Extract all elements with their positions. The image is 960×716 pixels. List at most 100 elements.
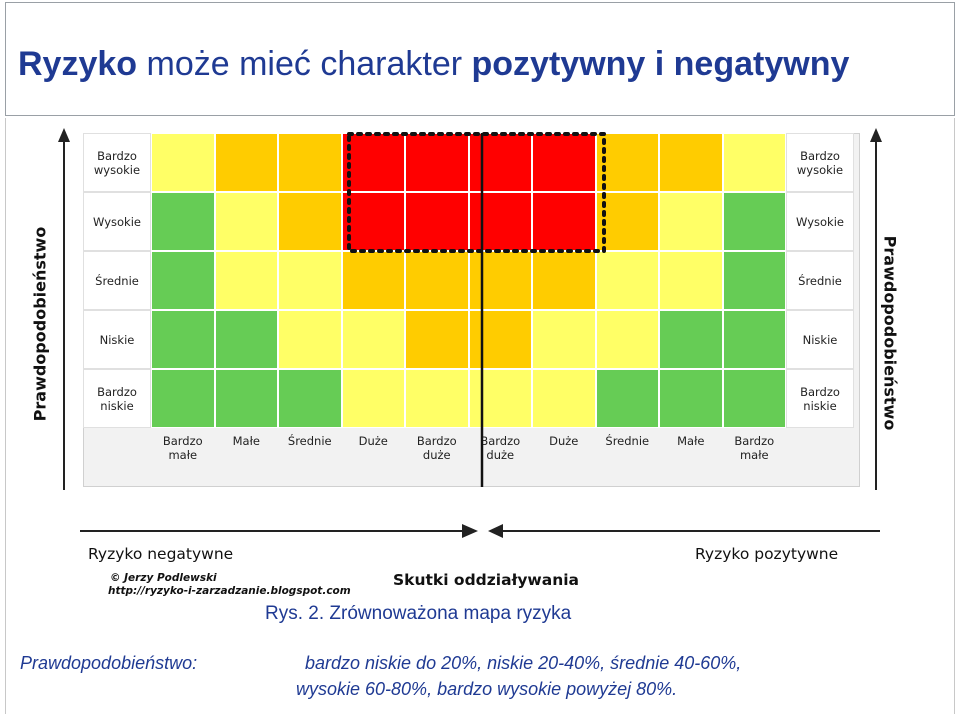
risk-cell (278, 251, 342, 310)
risk-cell (405, 192, 469, 251)
risk-cell (595, 133, 659, 192)
x-axis-label: Skutki oddziaływania (393, 571, 580, 589)
row-label-right: Niskie (802, 332, 838, 347)
risk-cell (405, 310, 469, 369)
right-y-axis-arrowhead (870, 128, 882, 142)
risk-cell (468, 369, 532, 428)
risk-cell (468, 192, 532, 251)
column-label: Średnie (287, 434, 332, 448)
risk-cell (722, 133, 786, 192)
title-box: Ryzyko może mieć charakter pozytywny i n… (5, 2, 955, 116)
slide-title: Ryzyko może mieć charakter pozytywny i n… (18, 45, 849, 84)
risk-cell (532, 310, 596, 369)
figure-caption: Rys. 2. Zrównoważona mapa ryzyka (265, 603, 572, 624)
description-label: Prawdopodobieństwo: (20, 653, 198, 673)
risk-cell (722, 310, 786, 369)
row-label-left: Niskie (99, 332, 135, 347)
row-label-right: Wysokie (796, 214, 844, 229)
column-label: Małe (677, 434, 705, 448)
label-cell (83, 133, 151, 192)
risk-cell (151, 133, 215, 192)
description-line-1: bardzo niskie do 20%, niskie 20-40%, śre… (305, 653, 742, 673)
title-part-3: pozytywny i negatywny (471, 45, 850, 83)
title-part-2: może mieć charakter (137, 45, 472, 83)
risk-cell (278, 369, 342, 428)
risk-cell (595, 310, 659, 369)
risk-cell (405, 369, 469, 428)
risk-cell (595, 192, 659, 251)
risk-cell (151, 369, 215, 428)
risk-cell (278, 133, 342, 192)
risk-cell (341, 310, 405, 369)
risk-cell (341, 192, 405, 251)
risk-cell (278, 192, 342, 251)
risk-cell (278, 310, 342, 369)
risk-cell (405, 251, 469, 310)
risk-cell (532, 251, 596, 310)
risk-cell (214, 310, 278, 369)
label-cell (786, 369, 854, 428)
label-cell (83, 192, 151, 251)
positive-arrow-head (488, 524, 503, 538)
risk-cell (468, 310, 532, 369)
column-label: Duże (358, 434, 388, 448)
left-y-axis-arrowhead (58, 128, 70, 142)
column-label: Bardzo duże (480, 434, 521, 462)
content-frame (5, 118, 955, 714)
label-cell (83, 251, 151, 310)
risk-cell (214, 133, 278, 192)
column-label: Duże (549, 434, 579, 448)
label-cell (83, 369, 151, 428)
risk-cell (532, 369, 596, 428)
risk-cell (151, 192, 215, 251)
description-line-2: wysokie 60-80%, bardzo wysokie powyżej 8… (296, 679, 678, 699)
row-label-left: Wysokie (93, 214, 141, 229)
risk-cell (659, 251, 723, 310)
risk-cell (405, 133, 469, 192)
risk-cell (468, 133, 532, 192)
positive-risk-label: Ryzyko pozytywne (695, 545, 839, 563)
risk-cell (595, 369, 659, 428)
high-risk-dotted-frame (347, 132, 606, 253)
negative-risk-label: Ryzyko negatywne (88, 545, 234, 563)
row-label-right: Średnie (798, 273, 842, 288)
column-label: Bardzo duże (416, 434, 457, 462)
label-cell (786, 192, 854, 251)
column-label: Bardzo małe (734, 434, 775, 462)
risk-cell (659, 192, 723, 251)
row-label-left: Bardzo niskie (97, 384, 137, 413)
risk-cell (659, 310, 723, 369)
column-label: Małe (232, 434, 260, 448)
column-label: Średnie (605, 434, 650, 448)
negative-arrow-head (462, 524, 478, 538)
risk-cell (722, 251, 786, 310)
row-label-right: Bardzo niskie (800, 384, 840, 413)
risk-cell (722, 192, 786, 251)
credit-author: © Jerzy Podlewski (110, 572, 217, 584)
risk-cell (214, 251, 278, 310)
risk-cell (722, 369, 786, 428)
row-label-right: Bardzo wysokie (796, 148, 844, 177)
row-label-left: Bardzo wysokie (93, 148, 141, 177)
risk-cell (659, 369, 723, 428)
label-cell (786, 310, 854, 369)
risk-cell (341, 133, 405, 192)
risk-cell (151, 310, 215, 369)
risk-cell (341, 369, 405, 428)
risk-cell (341, 251, 405, 310)
label-cell (786, 251, 854, 310)
risk-cell (532, 133, 596, 192)
y-axis-label-right: Prawdopodobieństwo (880, 235, 900, 431)
risk-cell (214, 192, 278, 251)
label-cell (786, 133, 854, 192)
risk-cell (468, 251, 532, 310)
risk-cell (532, 192, 596, 251)
risk-cell (659, 133, 723, 192)
credit-url: http://ryzyko-i-zarzadzanie.blogspot.com (108, 585, 351, 597)
title-part-1: Ryzyko (18, 45, 138, 83)
y-axis-label-left: Prawdopodobieństwo (30, 226, 50, 422)
label-cell (83, 310, 151, 369)
risk-cell (214, 369, 278, 428)
row-label-left: Średnie (95, 273, 139, 288)
